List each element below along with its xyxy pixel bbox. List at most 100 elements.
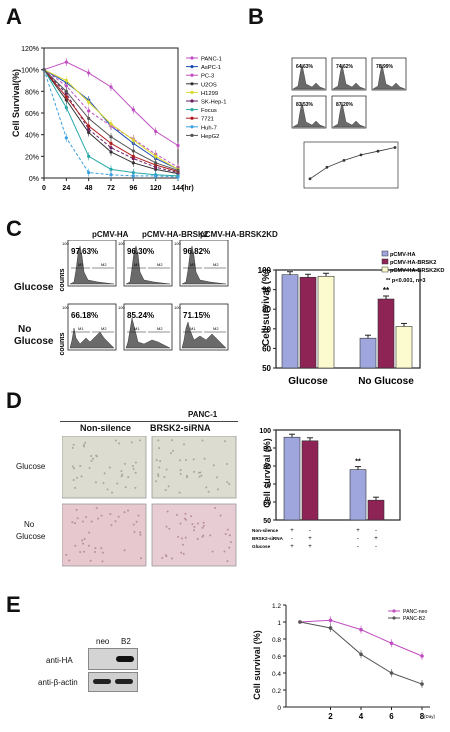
panel-a-legend-marker <box>190 108 194 112</box>
panel-a-xtick-label: 96 <box>129 185 137 192</box>
panel-e-point <box>298 620 302 624</box>
panel-d-cell <box>161 556 164 559</box>
panel-d-bar-ylabel: Cell survival (%) <box>261 438 272 508</box>
panel-d-cond-label: Glucose <box>252 544 271 549</box>
panel-d-cell <box>193 470 196 473</box>
panel-d-cell <box>72 478 75 481</box>
panel-e-ytick-label: 1 <box>277 620 281 627</box>
panel-d-cell <box>193 529 196 532</box>
panel-d-cell <box>130 441 133 444</box>
panel-a-ytick-label: 80% <box>25 89 39 96</box>
panel-d-bar-ytick-label: 90 <box>263 446 271 453</box>
panel-d-cell <box>118 442 121 445</box>
panel-d-cell <box>184 512 187 515</box>
panel-d-cell <box>108 466 111 469</box>
panel-d-cell <box>226 528 229 531</box>
panel-a-legend-marker <box>190 116 194 120</box>
panel-d-bar-ytick-label: 70 <box>263 482 271 489</box>
panel-d-bar <box>283 436 301 521</box>
panel-c-hist-m2: M2 <box>213 326 219 331</box>
panel-c-histogram: 71.15%100 M1 M2 <box>174 303 229 351</box>
panel-c-hist-percent: 96.82% <box>183 247 210 256</box>
panel-c-hist-m2: M2 <box>157 326 163 331</box>
panel-d-cell <box>228 483 231 486</box>
panel-d-cell <box>196 522 199 525</box>
panel-d-cell <box>179 469 182 472</box>
panel-c-counts-label: counts <box>60 332 66 355</box>
panel-a-ytick-label: 0% <box>29 176 39 183</box>
panel-d-cell <box>88 467 91 470</box>
panel-c-bar-chart: 50 60 70 80 90 100 Glucose No Glucose ** pCMV-HA p… <box>258 250 444 387</box>
panel-d-cell <box>134 486 137 489</box>
panel-c-histogram: 66.18%100 M1 M2 <box>62 303 117 351</box>
panel-b-hist-percent: 83.53% <box>296 102 314 108</box>
panel-a-legend-marker <box>190 56 194 60</box>
panel-e-xtick-label: 2 <box>328 712 333 721</box>
panel-d-cell <box>228 534 231 537</box>
panel-d-cell <box>159 460 162 463</box>
panel-d-cell <box>120 475 123 478</box>
panel-d-cell <box>164 489 167 492</box>
panel-c-hist-m1: M1 <box>134 326 140 331</box>
panel-d-cell <box>165 468 168 471</box>
panel-a-ytick-label: 20% <box>25 154 39 161</box>
panel-a-ylabel: Cell Survival(%) <box>11 68 22 138</box>
panel-d-cell <box>224 532 227 535</box>
panel-d-micrograph <box>62 503 147 567</box>
panel-b-hist-curve <box>372 63 406 90</box>
panel-d-cell <box>186 476 189 479</box>
panel-c-bar <box>299 276 317 369</box>
panel-a-legend-label: U2OS <box>201 82 217 88</box>
panel-d-cond-sign: + <box>308 536 312 542</box>
panel-d-cell <box>71 465 74 468</box>
panel-d-cell <box>103 472 106 475</box>
panel-b-line-point <box>342 159 346 162</box>
panel-d-cell <box>183 443 186 446</box>
panel-d-micrograph <box>151 503 237 567</box>
panel-label-e: E <box>6 592 21 617</box>
panel-d-cell <box>74 522 77 525</box>
panel-c-bar-ytick-label: 90 <box>262 286 271 295</box>
panel-d-cell <box>139 531 142 534</box>
panel-d-cell <box>223 550 226 553</box>
panel-d-cell <box>124 486 127 489</box>
panel-c-hist-ytick: 100 <box>62 305 69 310</box>
panel-d-cell <box>101 560 104 563</box>
panel-a-legend-label: AsPC-1 <box>201 65 221 71</box>
blot-row-ha: anti-HA <box>46 656 73 665</box>
panel-d-cell <box>168 527 171 530</box>
panel-c-legend-label: pCMV-HA-BRSK2 <box>390 260 436 266</box>
panel-c-hist-ytick: 100 <box>118 241 125 246</box>
panel-c-bar <box>359 337 377 369</box>
panel-b-line-frame <box>303 141 399 189</box>
panel-c-hist-ytick: 100 <box>174 305 181 310</box>
panel-c-hist-curve <box>125 317 171 349</box>
panel-b-line-point <box>393 146 397 149</box>
panel-b-histograms: 64.63% 74.62% 78.99% 83.53% 87.20% <box>291 57 407 189</box>
panel-c-histogram: 85.24%100 M1 M2 <box>118 303 173 351</box>
panel-d-cell <box>87 544 90 547</box>
panel-d-cell <box>184 459 187 462</box>
panel-b-hist-curve <box>292 63 326 90</box>
panel-d-cell <box>207 490 210 493</box>
panel-b-hist-percent: 64.63% <box>296 64 314 70</box>
panel-a-legend-label: PANC-1 <box>201 57 222 63</box>
panel-label-b: B <box>248 4 264 29</box>
panel-d-cell <box>89 559 92 562</box>
panel-d-cell <box>180 537 183 540</box>
panel-a-xtick-label: 144 <box>172 185 184 192</box>
panel-d-cell <box>202 521 205 524</box>
panel-d-cell <box>201 526 204 529</box>
panel-d-cell <box>120 470 123 473</box>
panel-c-hist-m2: M2 <box>157 262 163 267</box>
panel-b-line-point <box>325 165 329 169</box>
panel-d-bar-ytick-label: 100 <box>259 428 271 435</box>
panel-d-cell <box>201 535 204 538</box>
panel-c-bar-ylabel: Cell survival (%) <box>261 268 273 347</box>
panel-d-cell <box>123 511 126 514</box>
panel-d-cell <box>82 542 85 545</box>
panel-c-hist-percent: 71.15% <box>183 311 210 320</box>
panel-b-line-point <box>376 149 380 153</box>
panel-d-cond-sign: - <box>375 544 377 550</box>
panel-b-hist-frame <box>331 57 367 91</box>
